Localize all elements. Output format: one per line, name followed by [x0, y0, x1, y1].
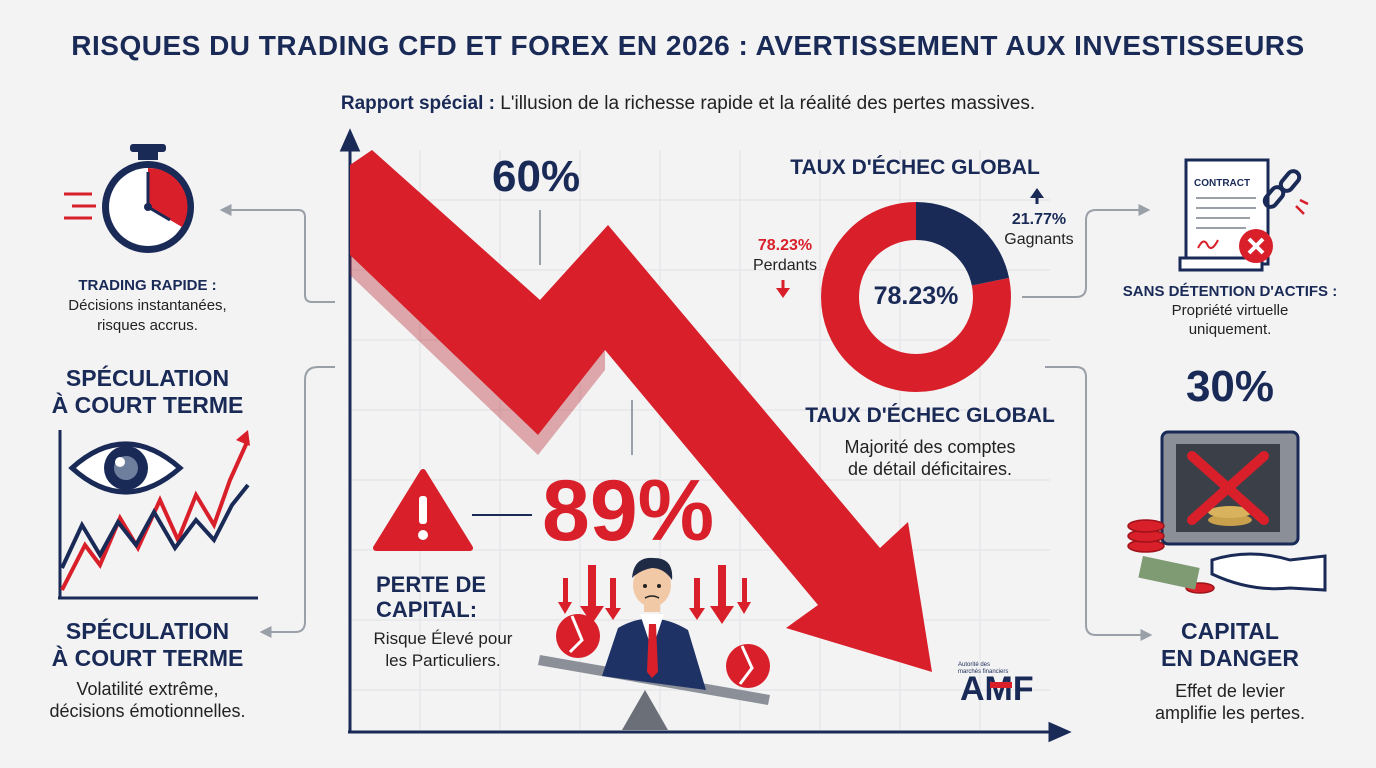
winners-label-block: 21.77% Gagnants	[994, 210, 1084, 250]
capital-block: CAPITAL EN DANGER Effet de levier amplif…	[1110, 618, 1350, 724]
perte-block: PERTE DE CAPITAL: Risque Élevé pour les …	[374, 572, 526, 672]
speculation-desc1: Volatilité extrême,	[76, 679, 219, 699]
capital-title2: EN DANGER	[1160, 645, 1299, 671]
winners-label: Gagnants	[1004, 231, 1074, 248]
trading-rapide-line2: risques accrus.	[97, 317, 198, 334]
echec-title: TAUX D'ÉCHEC GLOBAL	[805, 404, 1055, 427]
speculation-bottom-line1: SPÉCULATION	[65, 618, 230, 644]
capital-desc1: Effet de levier	[1175, 681, 1285, 701]
speculation-top-heading: SPÉCULATION À COURT TERME	[40, 365, 255, 419]
stat-60: 60%	[492, 152, 581, 201]
speculation-bottom-line2: À COURT TERME	[51, 645, 244, 671]
winners-value: 21.77%	[1011, 211, 1067, 228]
amf-logo: AMF	[960, 670, 1034, 708]
safe-icon	[1127, 430, 1327, 594]
capital-desc2: amplifie les pertes.	[1154, 703, 1306, 723]
stopwatch-icon	[64, 144, 194, 253]
echec-desc2: de détail déficitaires.	[847, 459, 1013, 479]
speculation-top-line2: À COURT TERME	[51, 392, 244, 418]
losers-label: Perdants	[752, 257, 818, 274]
echec-block: TAUX D'ÉCHEC GLOBAL Majorité des comptes…	[780, 404, 1080, 480]
echec-desc1: Majorité des comptes	[844, 437, 1016, 457]
losers-label-block: 78.23% Perdants	[740, 236, 830, 276]
eye-chart-icon	[58, 430, 258, 600]
subtitle-text: L'illusion de la richesse rapide et la r…	[500, 93, 1036, 114]
contract-label: CONTRACT	[1194, 178, 1251, 189]
capital-title1: CAPITAL	[1181, 618, 1279, 644]
sans-detention-desc2: uniquement.	[1188, 321, 1272, 338]
connector-lines	[219, 204, 1153, 641]
donut-chart	[821, 202, 1011, 392]
trading-rapide-title: TRADING RAPIDE :	[78, 277, 217, 294]
contract-icon	[1178, 158, 1309, 272]
sans-detention-block: SANS DÉTENTION D'ACTIFS : Propriété virt…	[1110, 282, 1350, 339]
sans-detention-title: SANS DÉTENTION D'ACTIFS :	[1122, 283, 1338, 300]
sans-detention-desc1: Propriété virtuelle	[1171, 302, 1289, 319]
stat-30: 30%	[1185, 362, 1275, 411]
page-title: RISQUES DU TRADING CFD ET FOREX EN 2026 …	[71, 30, 1305, 61]
stat-89: 89%	[542, 463, 715, 559]
amf-small1: Autorité des	[958, 662, 991, 668]
trading-rapide-line1: Décisions instantanées,	[68, 297, 227, 314]
subtitle: Rapport spécial : L'illusion de la riche…	[0, 93, 1376, 115]
speculation-top-line1: SPÉCULATION	[65, 365, 230, 391]
losers-value: 78.23%	[757, 237, 813, 254]
perte-desc2: les Particuliers.	[385, 651, 501, 670]
trading-rapide-block: TRADING RAPIDE : Décisions instantanées,…	[40, 276, 255, 336]
perte-title2: CAPITAL:	[376, 597, 478, 622]
warning-icon	[373, 469, 473, 551]
subtitle-prefix: Rapport spécial :	[340, 93, 496, 114]
amf-small2: marchés financiers	[958, 669, 1009, 675]
amf-small-text: Autorité des marchés financiers	[958, 662, 1008, 676]
perte-desc1: Risque Élevé pour	[373, 629, 513, 648]
donut-center-label: 78.23%	[873, 282, 959, 310]
trend-arrow	[350, 150, 932, 672]
amf-logo-text: AMF	[960, 670, 1034, 708]
speculation-desc2: décisions émotionnelles.	[49, 701, 246, 721]
speculation-bottom-block: SPÉCULATION À COURT TERME Volatilité ext…	[30, 618, 265, 722]
donut-title: TAUX D'ÉCHEC GLOBAL	[790, 156, 1040, 179]
falling-arrows	[558, 565, 751, 624]
perte-title1: PERTE DE	[376, 572, 487, 597]
investor-illustration	[538, 557, 770, 730]
